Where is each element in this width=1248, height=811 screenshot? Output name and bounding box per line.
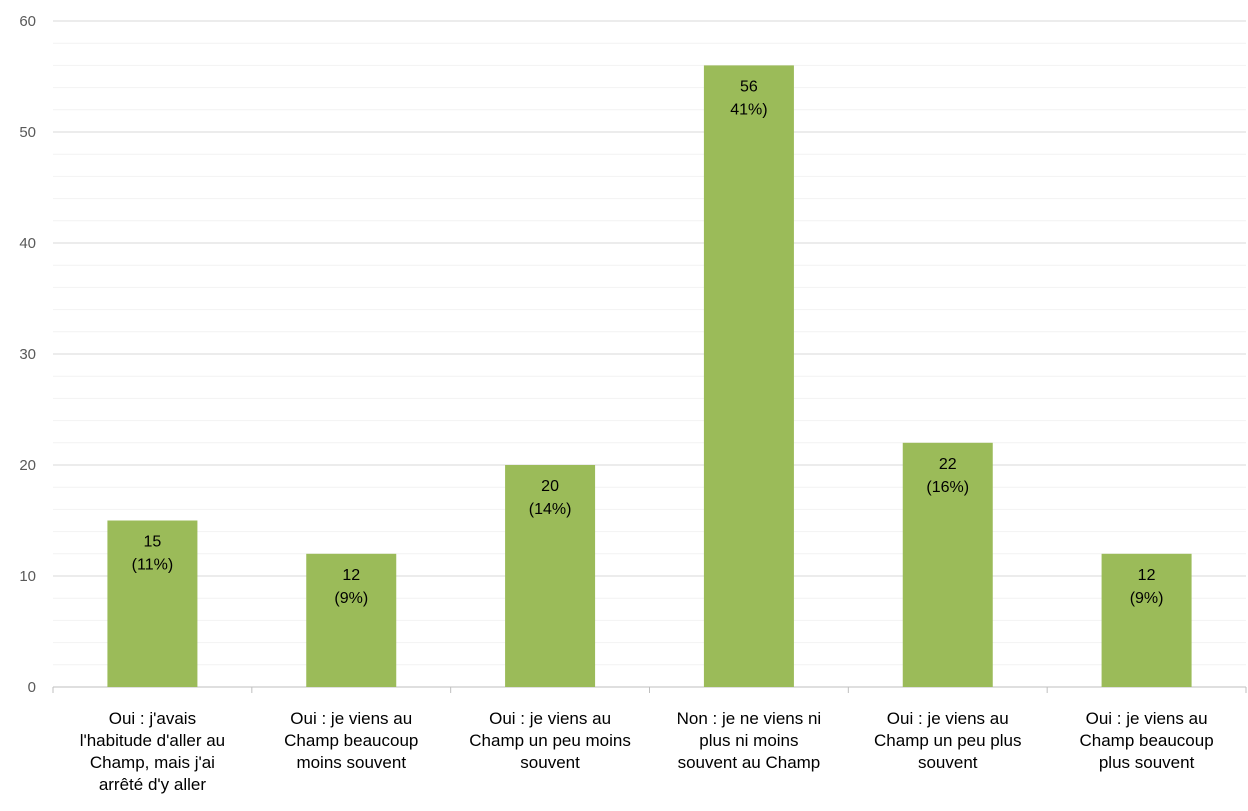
x-category-label: Champ un peu moins <box>469 731 631 750</box>
x-category-label: arrêté d'y aller <box>99 775 207 794</box>
y-tick-label: 10 <box>19 568 36 585</box>
x-category-label: plus souvent <box>1099 753 1195 772</box>
x-category-label: l'habitude d'aller au <box>80 731 225 750</box>
y-tick-label: 50 <box>19 124 36 141</box>
x-category-label: Oui : je viens au <box>290 709 412 728</box>
bar <box>1101 553 1192 687</box>
x-category-label: Oui : j'avais <box>109 709 196 728</box>
data-label: 12 <box>342 567 360 584</box>
bars <box>107 65 1192 687</box>
bar <box>505 465 596 687</box>
x-category-label: Oui : je viens au <box>887 709 1009 728</box>
x-category-label: Champ beaucoup <box>1079 731 1213 750</box>
x-category-label: plus ni moins <box>699 731 798 750</box>
data-label: 22 <box>939 456 957 473</box>
data-label: (9%) <box>1130 590 1164 607</box>
data-label: 41%) <box>730 101 767 118</box>
x-category-label: Champ, mais j'ai <box>90 753 215 772</box>
x-category-label: Oui : je viens au <box>1086 709 1208 728</box>
bar <box>107 520 198 687</box>
data-label: 56 <box>740 78 758 95</box>
y-tick-label: 20 <box>19 457 36 474</box>
x-category-label: Non : je ne viens ni <box>677 709 822 728</box>
axes: 0 10 20 30 40 50 60 <box>19 13 1247 696</box>
data-label: 15 <box>144 534 162 551</box>
data-label: (16%) <box>926 479 969 496</box>
x-category-label: souvent au Champ <box>678 753 821 772</box>
y-tick-label: 30 <box>19 346 36 363</box>
bar <box>703 65 794 687</box>
y-tick-label: 40 <box>19 235 36 252</box>
data-label: 12 <box>1138 567 1156 584</box>
data-label: (11%) <box>132 557 174 574</box>
x-category-label: Oui : je viens au <box>489 709 611 728</box>
y-tick-label: 0 <box>28 679 36 696</box>
x-category-label: Champ beaucoup <box>284 731 418 750</box>
data-label: (9%) <box>334 590 368 607</box>
y-tick-label: 60 <box>19 13 36 30</box>
x-category-label: moins souvent <box>296 753 406 772</box>
data-label: (14%) <box>529 501 572 518</box>
data-label: 20 <box>541 478 559 495</box>
x-category-label: souvent <box>918 753 978 772</box>
bar <box>306 553 397 687</box>
x-category-label: souvent <box>520 753 580 772</box>
x-category-label: Champ un peu plus <box>874 731 1021 750</box>
labels: 15 (11%) Oui : j'avais l'habitude d'aller a… <box>80 78 1214 794</box>
bar <box>902 442 993 687</box>
grid-lines <box>53 20 1246 666</box>
